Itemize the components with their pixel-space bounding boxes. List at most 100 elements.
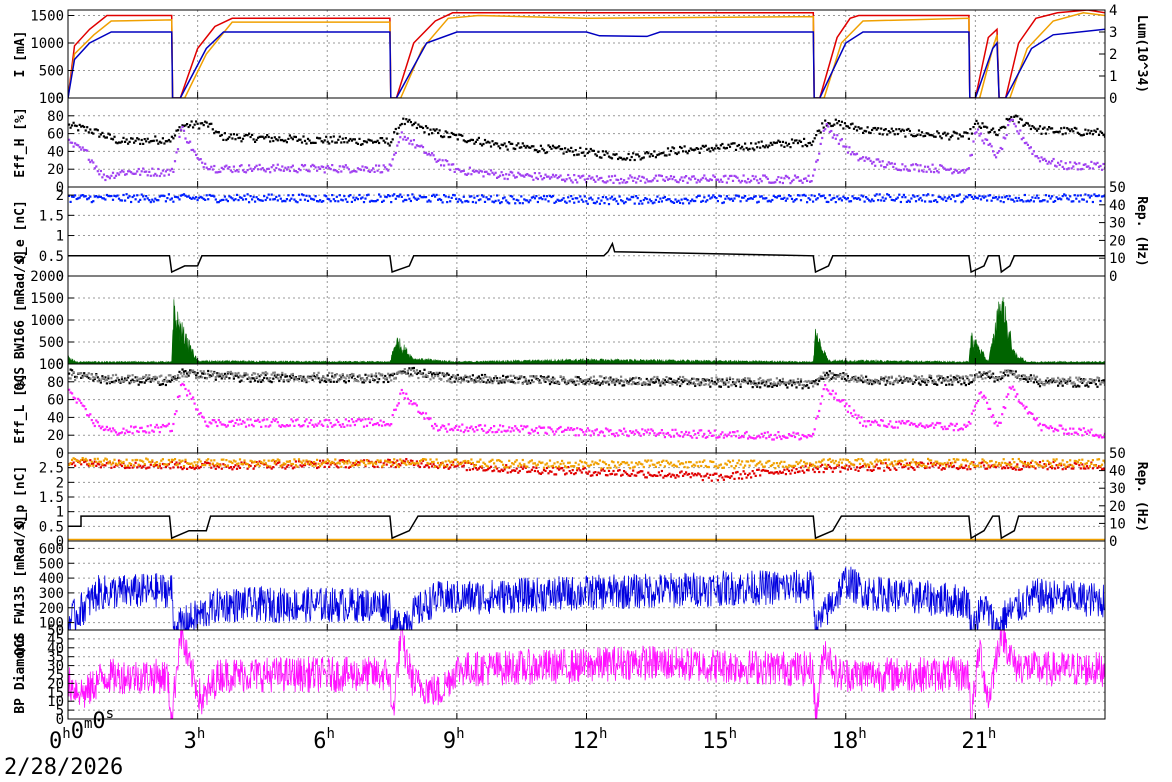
data-point xyxy=(459,199,462,202)
data-point xyxy=(651,429,654,432)
data-point xyxy=(417,123,420,126)
data-point xyxy=(440,378,443,381)
data-point xyxy=(93,195,96,198)
data-point xyxy=(533,469,536,473)
data-point xyxy=(976,375,980,378)
data-point xyxy=(970,374,973,377)
data-point xyxy=(701,176,704,180)
data-point xyxy=(920,461,924,464)
data-point xyxy=(654,380,657,383)
data-point xyxy=(881,133,884,136)
data-point xyxy=(370,418,373,421)
data-point xyxy=(316,424,319,427)
data-point xyxy=(186,467,189,470)
data-point xyxy=(1048,463,1051,466)
data-point xyxy=(821,194,824,198)
data-point xyxy=(526,382,529,385)
data-point xyxy=(214,467,217,470)
data-point xyxy=(77,372,80,375)
data-point xyxy=(559,148,562,151)
data-point xyxy=(136,194,139,197)
data-point xyxy=(741,379,744,382)
data-point xyxy=(830,377,833,380)
data-point xyxy=(220,166,223,169)
data-point xyxy=(884,375,887,378)
data-point xyxy=(816,159,819,162)
data-point xyxy=(1031,412,1034,415)
data-point xyxy=(155,376,158,379)
data-point xyxy=(824,128,827,131)
data-point xyxy=(399,464,402,467)
data-point xyxy=(810,180,813,183)
data-point xyxy=(305,168,308,171)
data-point xyxy=(623,381,626,384)
data-point xyxy=(548,426,552,429)
data-point xyxy=(795,380,798,384)
data-point xyxy=(1072,200,1075,203)
data-point xyxy=(751,197,754,200)
data-point xyxy=(759,386,762,389)
data-point xyxy=(1040,380,1043,383)
data-point xyxy=(443,135,446,138)
data-point xyxy=(595,379,598,382)
data-point xyxy=(561,430,564,433)
data-point xyxy=(751,381,754,385)
data-point xyxy=(798,438,801,441)
data-point xyxy=(824,384,827,387)
data-point xyxy=(978,194,981,197)
data-point xyxy=(924,426,927,429)
data-point xyxy=(322,200,325,203)
data-point xyxy=(731,472,735,475)
data-point xyxy=(1019,129,1022,132)
data-point xyxy=(836,374,839,377)
data-point xyxy=(854,378,857,381)
data-point xyxy=(550,381,553,384)
data-point xyxy=(154,378,157,381)
data-point xyxy=(910,164,913,167)
data-point xyxy=(851,378,854,381)
data-point xyxy=(303,464,307,467)
data-point xyxy=(562,469,565,472)
data-point xyxy=(314,166,317,169)
data-point xyxy=(477,375,480,378)
data-point xyxy=(281,200,284,203)
data-point xyxy=(372,167,375,170)
data-point xyxy=(639,470,642,473)
data-point xyxy=(555,174,558,177)
data-point xyxy=(533,197,536,200)
y-tick-label: 500 xyxy=(39,64,64,80)
data-point xyxy=(875,421,878,424)
data-point xyxy=(257,136,260,139)
data-point xyxy=(545,377,549,380)
data-point xyxy=(1052,157,1055,161)
y-tick-label: 1.5 xyxy=(39,208,64,224)
series-group xyxy=(68,10,1105,98)
data-point xyxy=(432,463,435,466)
data-point xyxy=(157,199,160,202)
data-point xyxy=(1041,199,1045,202)
data-point xyxy=(232,375,235,378)
data-point xyxy=(113,176,116,179)
data-point xyxy=(441,373,444,376)
data-point xyxy=(629,377,632,380)
data-point xyxy=(555,473,558,476)
data-point xyxy=(886,133,889,136)
data-point xyxy=(356,375,359,378)
data-point xyxy=(80,194,83,197)
data-point xyxy=(373,170,376,173)
data-point xyxy=(1052,200,1055,203)
y-tick-label: 0 xyxy=(56,180,64,196)
data-point xyxy=(322,165,325,169)
data-point xyxy=(294,170,297,173)
data-point xyxy=(1057,131,1060,134)
data-point xyxy=(281,165,284,168)
data-point xyxy=(757,181,760,185)
data-point xyxy=(654,379,657,382)
data-point xyxy=(356,198,359,201)
data-point xyxy=(707,429,710,432)
data-point xyxy=(403,371,406,374)
data-point xyxy=(551,144,555,147)
data-point xyxy=(332,376,335,379)
data-point xyxy=(666,198,670,201)
data-point xyxy=(733,383,736,386)
